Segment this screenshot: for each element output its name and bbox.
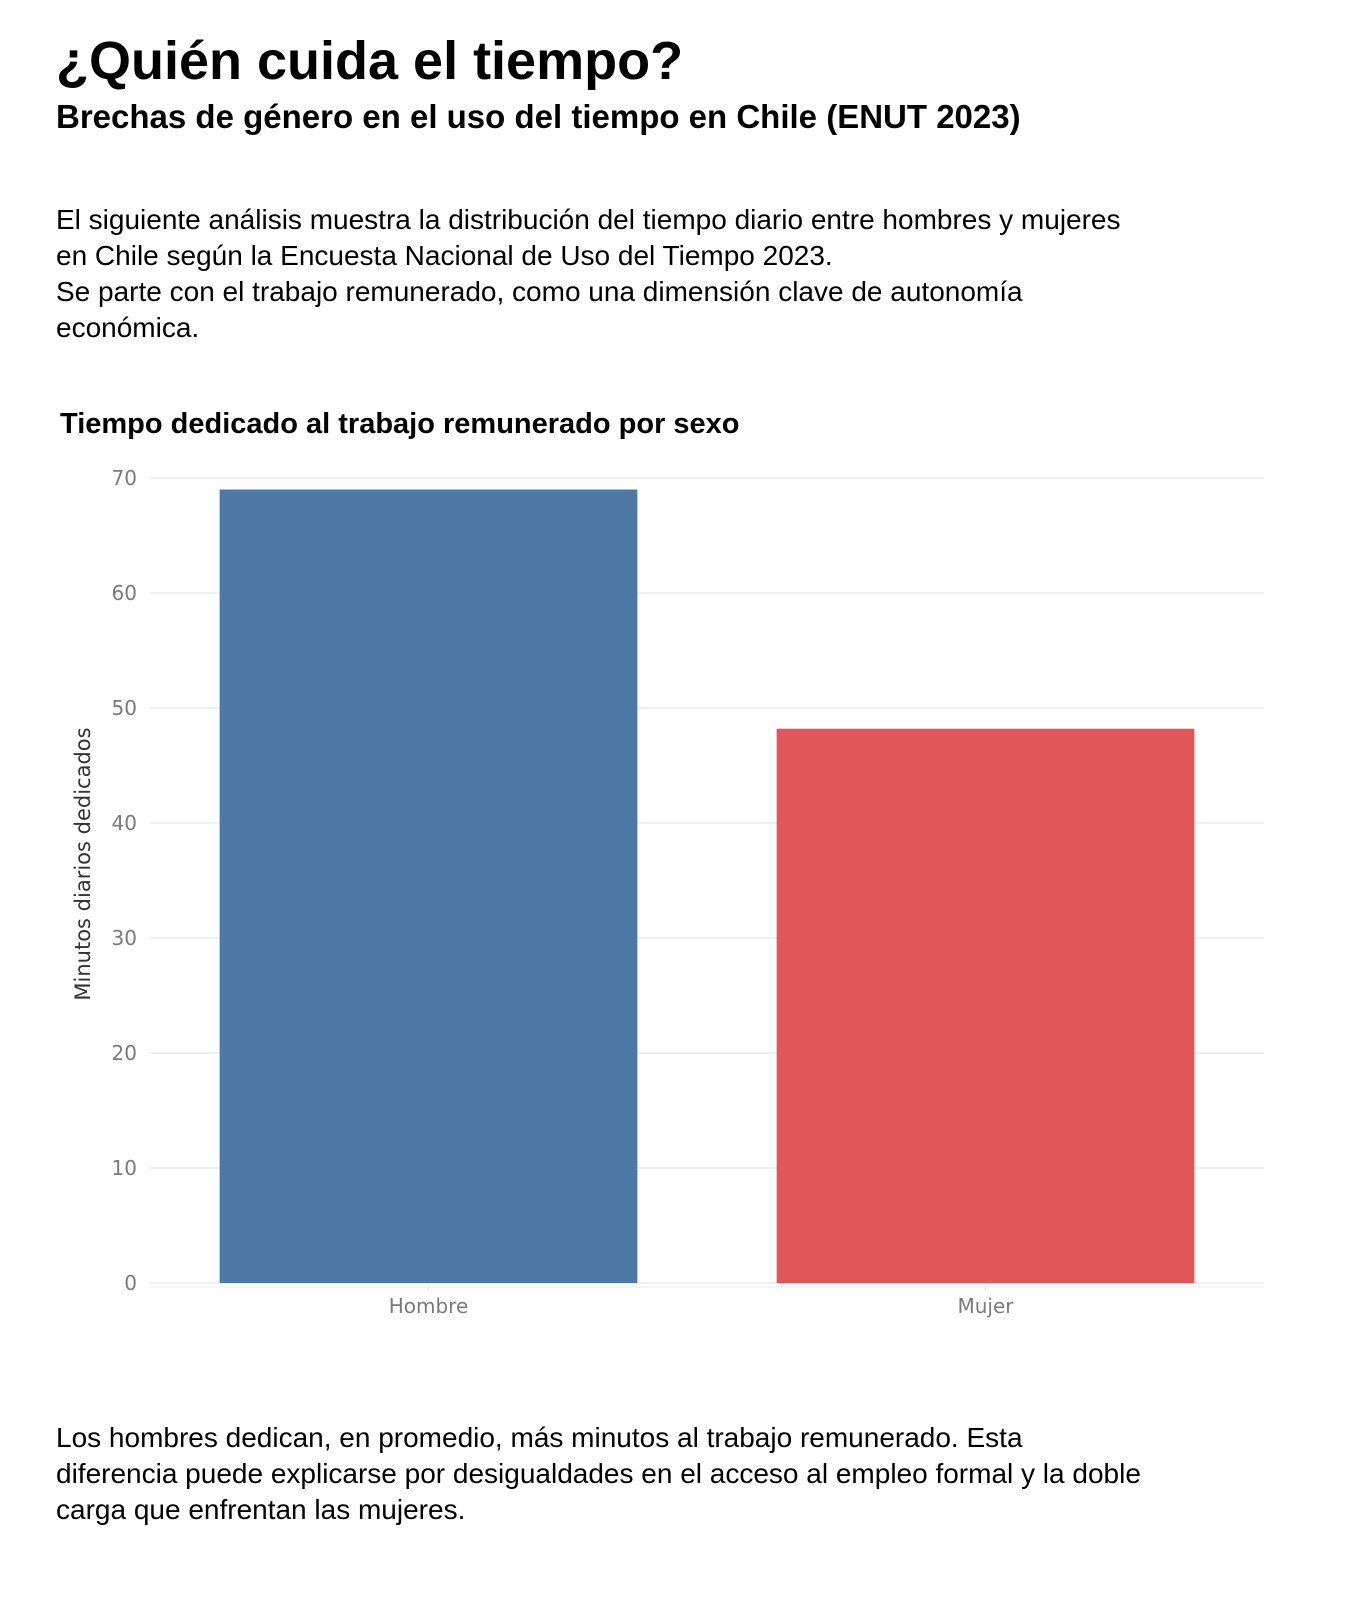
y-tick-label: 10	[112, 1156, 137, 1180]
bar-hombre	[219, 489, 638, 1283]
conclusion-paragraph: Los hombres dedican, en promedio, más mi…	[56, 1420, 1326, 1528]
intro-line: en Chile según la Encuesta Nacional de U…	[56, 240, 833, 271]
x-tick-label: Hombre	[389, 1294, 469, 1318]
intro-line: Se parte con el trabajo remunerado, como…	[56, 276, 1023, 307]
intro-line: económica.	[56, 312, 200, 343]
y-tick-label: 30	[112, 926, 137, 950]
bar-mujer	[776, 728, 1195, 1283]
y-tick-label: 50	[112, 696, 137, 720]
conclusion-line: Los hombres dedican, en promedio, más mi…	[56, 1422, 1023, 1453]
y-tick-label: 0	[124, 1271, 137, 1295]
y-axis-title: Minutos diarios dedicados	[71, 727, 95, 1000]
chart-title: Tiempo dedicado al trabajo remunerado po…	[60, 408, 740, 440]
intro-line: El siguiente análisis muestra la distrib…	[56, 204, 1121, 235]
axes: 0 10 20 30 40 50 60 70 Hombre Mujer	[112, 466, 1264, 1318]
page-title: ¿Quién cuida el tiempo?	[56, 31, 684, 91]
page-subtitle: Brechas de género en el uso del tiempo e…	[56, 98, 1021, 135]
x-tick-label: Mujer	[957, 1294, 1014, 1318]
y-tick-label: 60	[112, 581, 137, 605]
bars	[219, 489, 1195, 1283]
conclusion-line: carga que enfrentan las mujeres.	[56, 1494, 466, 1525]
intro-paragraph: El siguiente análisis muestra la distrib…	[56, 202, 1316, 346]
y-tick-label: 40	[112, 811, 137, 835]
y-tick-label: 70	[112, 466, 137, 490]
y-tick-label: 20	[112, 1041, 137, 1065]
conclusion-line: diferencia puede explicarse por desigual…	[56, 1458, 1141, 1489]
